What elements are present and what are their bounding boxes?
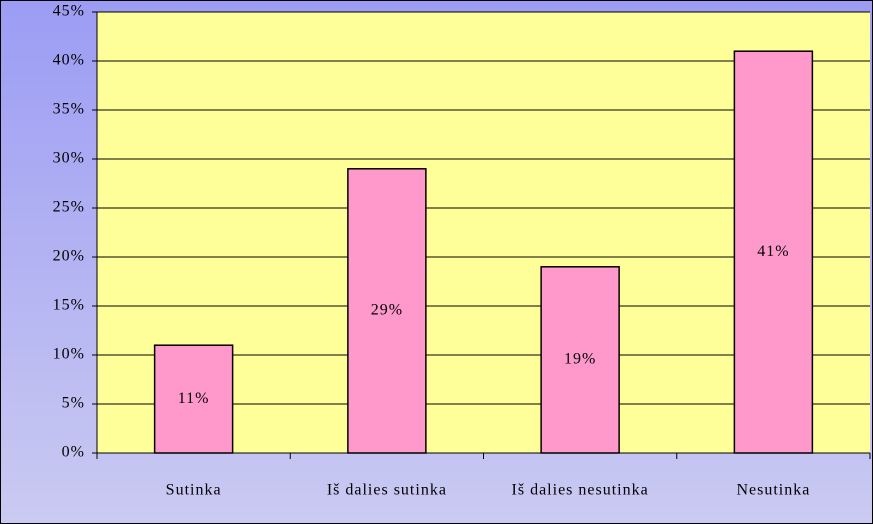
y-tick-label: 45% xyxy=(53,3,85,20)
y-tick-label: 25% xyxy=(53,199,85,216)
bar xyxy=(540,266,620,454)
y-tick-label: 35% xyxy=(53,101,85,118)
data-label: 41% xyxy=(757,243,789,260)
y-tick-label: 5% xyxy=(62,395,85,412)
y-tick-label: 20% xyxy=(53,248,85,265)
y-tick-label: 40% xyxy=(53,52,85,69)
x-tick-label: Iš dalies sutinka xyxy=(327,482,447,499)
data-label: 19% xyxy=(564,351,596,368)
y-tick-label: 15% xyxy=(53,297,85,314)
x-tick-label: Iš dalies nesutinka xyxy=(512,482,649,499)
bar xyxy=(153,344,234,454)
data-label: 11% xyxy=(178,390,210,407)
y-tick-label: 30% xyxy=(53,150,85,167)
y-tick-label: 10% xyxy=(53,346,85,363)
data-label: 29% xyxy=(371,302,403,319)
y-tick-label: 0% xyxy=(62,444,85,461)
x-tick-label: Nesutinka xyxy=(736,482,810,499)
x-tick-label: Sutinka xyxy=(166,482,222,499)
bar xyxy=(347,168,427,454)
